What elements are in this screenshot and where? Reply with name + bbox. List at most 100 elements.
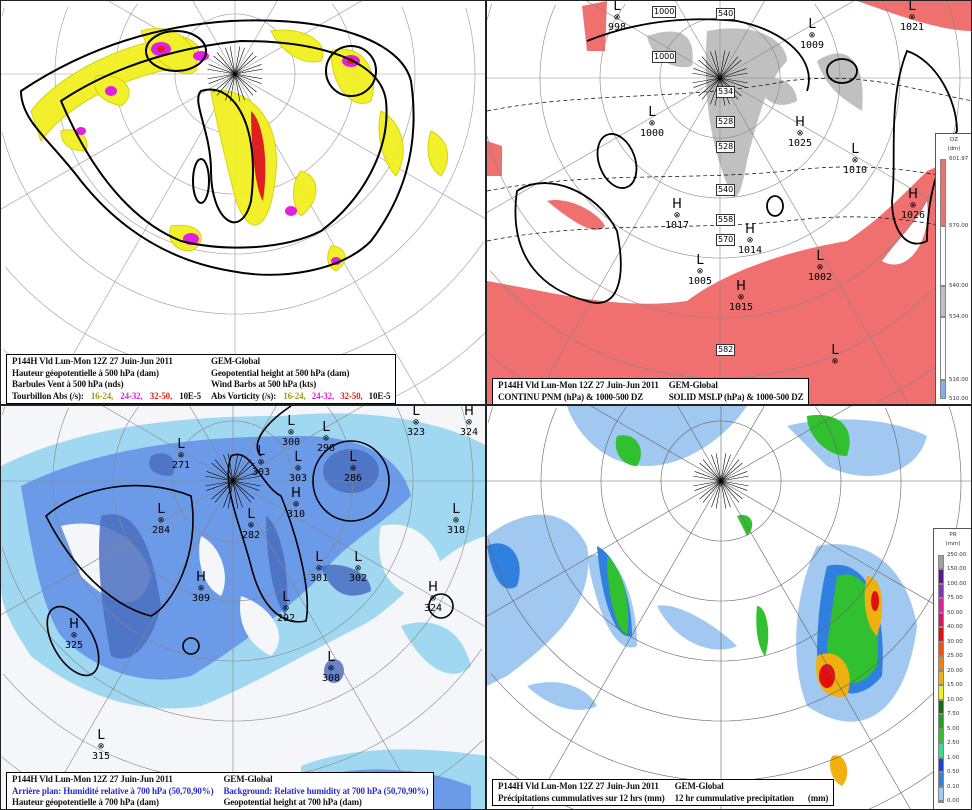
center-marker-icon: ⊗	[673, 210, 681, 221]
center-value: 318	[446, 525, 466, 536]
meridian-line	[715, 480, 722, 509]
meridian-line	[675, 1, 721, 79]
center-value: 324	[459, 427, 479, 438]
center-marker-icon: ⊗	[292, 499, 300, 510]
meridian-line	[232, 406, 277, 482]
latitude-circle	[489, 245, 969, 379]
colorbar-swatch	[938, 612, 944, 628]
low-symbol: L	[315, 550, 323, 565]
low-pressure-center: L ⊗ 308	[319, 651, 343, 684]
low-pressure-center: L ⊗ 1010	[843, 143, 868, 176]
low-pressure-center: L ⊗ 1009	[800, 18, 824, 51]
colorbar-swatch	[938, 728, 944, 744]
high-pressure-center: H ⊗ 324	[457, 406, 481, 438]
colorbar-swatch	[940, 226, 946, 287]
low-pressure-center: L ⊗ 284	[149, 503, 173, 536]
high-symbol: H	[196, 570, 206, 585]
latitude-circle	[540, 407, 902, 662]
meridian-line	[208, 64, 236, 75]
colorbar-tick: 7.50	[947, 711, 960, 718]
meridian-line	[192, 1, 236, 75]
meridian-line	[699, 480, 722, 500]
center-marker-icon: ⊗	[796, 128, 804, 139]
meridian-line	[715, 453, 722, 482]
low-symbol: L	[322, 420, 330, 435]
meridian-line	[234, 64, 262, 75]
latitude-circle	[2, 406, 474, 722]
center-value: 271	[171, 460, 191, 471]
low-symbol: L	[452, 502, 460, 517]
meridian-line	[232, 480, 252, 503]
low-pressure-center: L ⊗ 1000	[640, 106, 665, 139]
meridian-line	[205, 475, 234, 482]
legend-fr-vorticity: Tourbillon Abs (/s):	[12, 390, 84, 401]
vorticity-map	[1, 1, 485, 404]
low-pressure-center: L ⊗ 1005	[688, 254, 712, 287]
precipitation-colorbar: PR (mm) 250.00 150.00 100.00 75.00 50.00 40.0…	[933, 528, 971, 809]
range-16-24-en: 16-24,	[283, 390, 306, 401]
meridian-line	[719, 1, 765, 79]
model-label: GEM-Global	[210, 356, 260, 366]
meridian-line	[711, 480, 722, 508]
thickness-label: 558	[716, 214, 736, 226]
low-symbol: L	[97, 728, 105, 743]
low-symbol: L	[816, 249, 824, 264]
center-marker-icon: ⊗	[908, 12, 916, 23]
center-value: 1010	[843, 165, 868, 176]
center-value: 292	[276, 613, 296, 624]
center-marker-icon: ⊗	[177, 450, 185, 461]
meridian-line	[698, 59, 721, 79]
meridian-line	[232, 480, 239, 509]
colorbar-swatch	[938, 656, 944, 671]
low-pressure-center: L ⊗ 1002	[808, 249, 832, 283]
vorticity-16-24-areas	[30, 27, 449, 272]
humidity-700hpa-panel: L ⊗ 271 L ⊗ 303 L ⊗ 300 L ⊗ 303 L ⊗ 296 L ⊗ 286 H ⊗ 310 L ⊗ 318…	[0, 405, 486, 810]
legend-fr-height: Hauteur géopotentielle à 700 hPa (dam)	[12, 797, 159, 807]
low-pressure-center: L ⊗ 282	[239, 508, 263, 541]
meridian-line	[234, 68, 263, 75]
meridian-line	[234, 46, 241, 75]
high-symbol: H	[745, 222, 755, 237]
thickness-label: 1000	[652, 6, 677, 18]
legend-en-precip: 12 hr cummulative precipitation	[674, 792, 794, 803]
low-pressure-center: L ⊗ 296	[314, 420, 338, 454]
low-symbol: L	[257, 444, 265, 459]
meridian-line	[719, 59, 742, 79]
center-marker-icon: ⊗	[294, 463, 302, 474]
meridian-line	[232, 480, 485, 627]
meridian-line	[487, 480, 722, 617]
colorbar-tick: 250.00	[947, 552, 967, 558]
colorbar-swatch	[938, 598, 944, 613]
colorbar-tick: 30.00	[947, 638, 963, 645]
center-value: 309	[191, 593, 211, 604]
meridian-line	[232, 454, 243, 482]
meridian-line	[720, 480, 748, 491]
meridian-line	[711, 454, 722, 482]
colorbar-tick: 100.00	[947, 580, 967, 587]
legend-unit: (mm)	[807, 792, 829, 803]
meridian-line	[720, 406, 852, 482]
legend-fr-mslp: CONTINU PNM (hPa) & 1000-500 DZ	[498, 391, 644, 402]
meridian-line	[234, 73, 245, 101]
meridian-line	[698, 77, 721, 97]
meridian-line	[234, 47, 245, 75]
meridian-line	[211, 462, 234, 482]
meridian-line	[720, 480, 740, 503]
high-pressure-center: H ⊗ 1014	[738, 222, 762, 256]
model-label: GEM-Global	[223, 774, 273, 784]
high-pressure-center: H ⊗ 1017	[665, 198, 689, 231]
meridian-line	[487, 77, 721, 213]
center-value: 300	[281, 437, 301, 448]
center-value: 1000	[640, 128, 665, 139]
humidity-90-areas	[99, 449, 379, 683]
meridian-line	[206, 480, 234, 491]
legend-en-humidity: Background: Relative humidity at 700 hPa…	[223, 785, 429, 796]
meridian-line	[1, 480, 234, 616]
meridian-line	[213, 55, 236, 75]
low-symbol: L	[349, 450, 357, 465]
legend-en-height: Geopotential height at 700 hPa (dam)	[223, 797, 362, 807]
thickness-label: 540	[716, 184, 736, 196]
meridian-line	[232, 475, 261, 482]
meridian-line	[234, 73, 485, 219]
colorbar-swatch	[938, 627, 944, 642]
